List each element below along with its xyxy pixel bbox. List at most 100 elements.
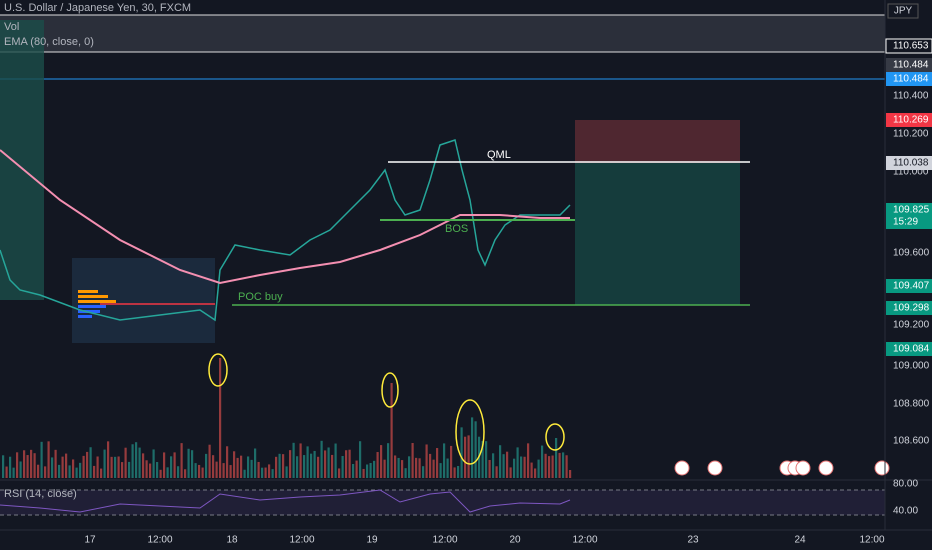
volume-bar — [222, 463, 225, 478]
volume-bar — [387, 443, 390, 478]
volume-bar — [334, 443, 337, 478]
volume-bar — [40, 441, 43, 478]
volume-bar — [93, 465, 96, 478]
rsi-band — [0, 490, 885, 515]
volume-bar — [338, 468, 341, 478]
volume-bar — [362, 468, 365, 478]
volume-bar — [205, 453, 208, 478]
qml-label: QML — [487, 149, 511, 161]
price-label: 110.484 — [893, 60, 929, 71]
volume-bar — [170, 456, 173, 478]
volume-bar — [145, 460, 148, 478]
zone — [0, 20, 44, 300]
volume-bar — [352, 463, 355, 478]
volume-bar — [58, 464, 61, 478]
volume-bar — [268, 464, 271, 478]
symbol-title: U.S. Dollar / Japanese Yen, 30, FXCM — [4, 2, 191, 14]
volume-bar — [422, 466, 425, 478]
volume-bar — [404, 468, 407, 478]
time-label: 12:00 — [289, 535, 314, 546]
volume-bar — [534, 468, 537, 478]
volume-bar — [75, 467, 78, 478]
volume-bar — [373, 460, 376, 478]
volume-bar — [537, 459, 540, 478]
rsi-title: RSI (14, close) — [4, 488, 77, 500]
volume-bar — [488, 459, 491, 478]
price-label-box — [886, 156, 932, 170]
volume-bar — [296, 456, 299, 478]
volume-bar — [30, 449, 33, 478]
highlights — [208, 353, 565, 465]
price-label: 110.400 — [893, 91, 929, 102]
volume-bar — [12, 467, 15, 478]
volume-bar — [408, 456, 411, 478]
ema-title: EMA (80, close, 0) — [4, 36, 94, 48]
price-label: 110.653 — [893, 41, 929, 52]
volume-bar — [240, 455, 243, 478]
price-label-box — [886, 203, 932, 217]
volume-bar — [9, 456, 12, 478]
target-zone — [575, 163, 740, 305]
volume-bar — [320, 440, 323, 478]
price-label-box — [886, 342, 932, 356]
volume-bar — [460, 427, 463, 478]
volume-bar — [282, 454, 285, 478]
volume-bar — [415, 457, 418, 478]
volume-bar — [513, 458, 516, 478]
poc-label: POC buy — [238, 291, 283, 303]
rsi-axis-label: 80.00 — [893, 479, 918, 490]
volume-bar — [359, 441, 362, 478]
volume-bar — [131, 444, 134, 478]
volume-bar — [65, 453, 68, 478]
volume-bar — [271, 469, 274, 478]
time-label: 23 — [687, 535, 699, 546]
volume-bar — [558, 452, 561, 478]
volume-bar — [89, 447, 92, 478]
volume-bar — [303, 455, 306, 478]
time-label: 20 — [509, 535, 521, 546]
ema-line — [0, 149, 570, 285]
volume-bar — [492, 453, 495, 478]
volume-bar — [247, 456, 250, 478]
volume-bar — [124, 447, 127, 478]
price-label-box — [886, 215, 932, 229]
volume-bar — [390, 383, 393, 478]
price-line — [0, 139, 571, 322]
currency: JPY — [894, 6, 913, 17]
volume-bar — [401, 460, 404, 478]
volume-bar — [327, 447, 330, 478]
time-label: 12:00 — [432, 535, 457, 546]
volume-bar — [177, 466, 180, 478]
volume-bar — [117, 456, 120, 478]
volume-bar — [562, 452, 565, 478]
volume-bar — [275, 456, 278, 478]
price-label: 110.038 — [893, 158, 929, 169]
volume-bar — [278, 453, 281, 478]
volume-bar — [397, 457, 400, 478]
volume-bar — [96, 456, 99, 478]
price-label: 109.200 — [893, 320, 930, 331]
volume-bar — [107, 441, 110, 478]
rsi-line — [0, 489, 571, 513]
volume-bar — [446, 458, 449, 478]
volume-bar — [324, 450, 327, 478]
volume-bar — [128, 461, 131, 478]
volume-bar — [208, 444, 211, 478]
currency-box — [887, 3, 919, 19]
volume-bar — [226, 446, 229, 478]
volume-bar — [23, 450, 26, 478]
volume-bar — [474, 421, 477, 478]
volume-bar — [502, 454, 505, 478]
volume-bar — [54, 449, 57, 478]
time-label: 19 — [366, 535, 378, 546]
volume-bar — [16, 452, 19, 478]
volume-bar — [261, 467, 264, 478]
volume-bar — [555, 438, 558, 478]
volume-bar — [166, 467, 169, 478]
volume-bar — [516, 447, 519, 478]
volume-bar — [156, 461, 159, 478]
volume-bar — [26, 455, 29, 478]
volume-bar — [551, 455, 554, 478]
price-label: 109.407 — [893, 281, 930, 292]
